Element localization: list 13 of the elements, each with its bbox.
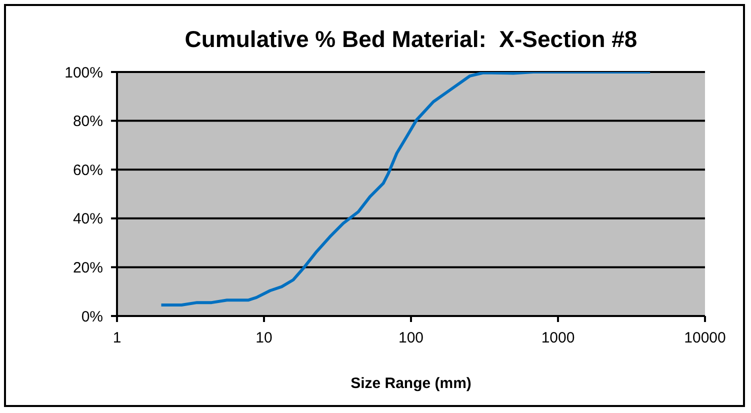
x-axis-title: Size Range (mm) bbox=[350, 375, 472, 392]
y-tick-label: 20% bbox=[72, 260, 103, 277]
y-tick-label: 60% bbox=[72, 162, 103, 179]
x-tick-label: 10000 bbox=[684, 330, 726, 347]
x-tick-label: 1000 bbox=[541, 330, 575, 347]
chart-title: Cumulative % Bed Material: X-Section #8 bbox=[184, 26, 638, 53]
x-tick-label: 10 bbox=[256, 330, 272, 347]
x-tick-label: 100 bbox=[398, 330, 424, 347]
y-tick-label: 80% bbox=[72, 113, 103, 130]
x-tick-label: 1 bbox=[112, 330, 122, 347]
y-tick-label: 100% bbox=[64, 64, 103, 82]
y-tick-label: 0% bbox=[81, 308, 103, 326]
y-tick-label: 40% bbox=[72, 210, 103, 228]
